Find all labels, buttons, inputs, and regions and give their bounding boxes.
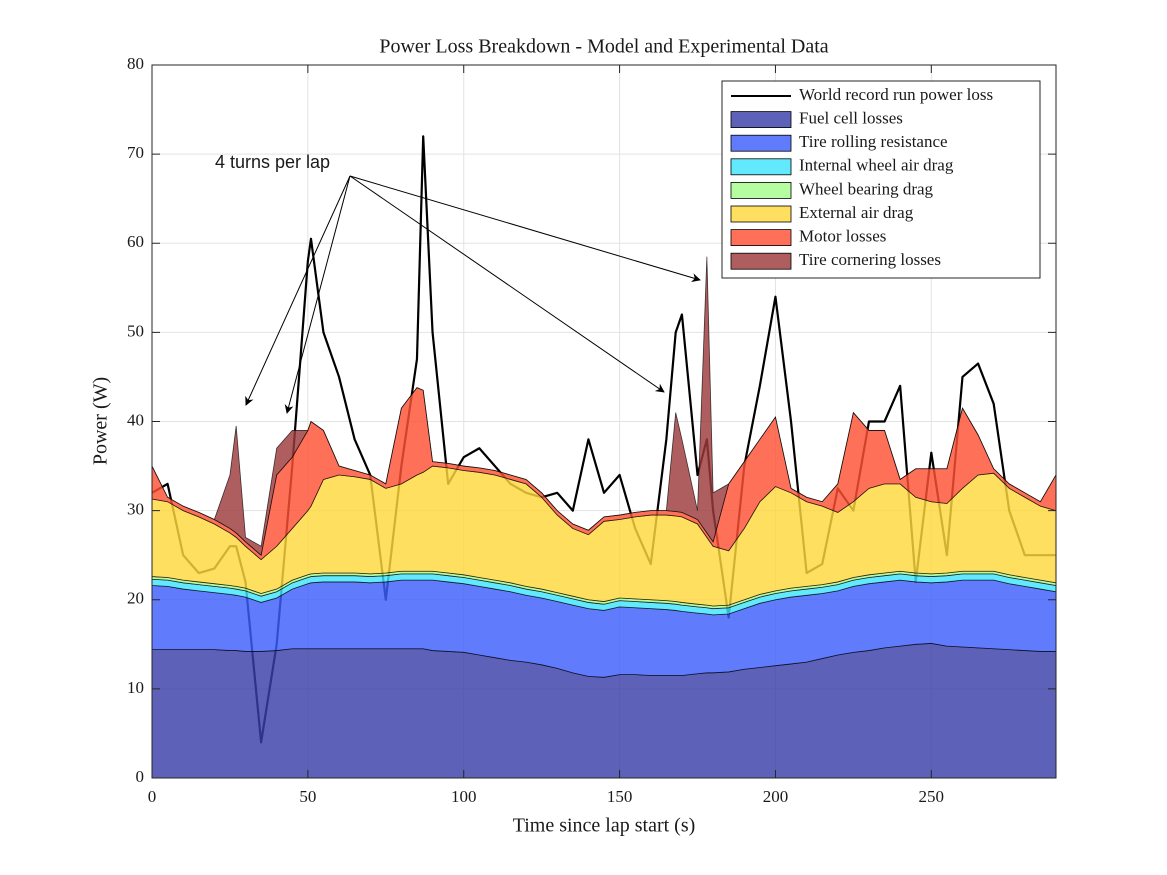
legend-swatch [730, 134, 792, 152]
legend-swatch [730, 181, 792, 199]
arrow [349, 175, 701, 283]
y-tick-label: 70 [127, 143, 144, 162]
x-tick-label: 100 [451, 787, 477, 806]
arrow [349, 175, 665, 393]
y-axis-label: Power (W) [90, 377, 112, 465]
x-axis-label: Time since lap start (s) [513, 815, 696, 837]
y-tick-label: 30 [127, 500, 144, 519]
legend-entry: Fuel cell losses [799, 109, 903, 128]
legend-entry: Wheel bearing drag [799, 179, 934, 198]
x-tick-label: 150 [607, 787, 633, 806]
legend-swatch [730, 252, 792, 270]
x-tick-label: 50 [299, 787, 316, 806]
legend-swatch [730, 111, 792, 128]
ticks: 0 50 100 150 200 250 0 10 20 30 40 50 60 70 80 [127, 54, 1056, 806]
x-tick-label: 200 [763, 787, 789, 806]
legend-swatch [730, 229, 792, 247]
y-tick-label: 20 [127, 589, 144, 608]
annotation: 4 turns per lap [215, 152, 330, 172]
y-tick-label: 0 [136, 767, 145, 786]
x-tick-label: 0 [148, 787, 157, 806]
arrow [284, 175, 351, 414]
y-tick-label: 40 [127, 410, 144, 429]
legend-entry: External air drag [799, 203, 914, 222]
plot [151, 135, 1057, 779]
annotation-arrows [245, 175, 701, 414]
legend-entry: Motor losses [799, 227, 886, 246]
chart-title: Power Loss Breakdown - Model and Experim… [379, 36, 828, 58]
x-tick-label: 250 [919, 787, 945, 806]
legend: World record run power loss Fuel cell los… [721, 80, 1041, 279]
y-tick-label: 10 [127, 678, 144, 697]
legend-swatch [730, 158, 792, 176]
legend-entry: Internal wheel air drag [799, 156, 954, 175]
legend-entry: Tire rolling resistance [799, 132, 948, 151]
y-tick-label: 60 [127, 232, 144, 251]
y-tick-label: 80 [127, 54, 144, 73]
legend-swatch [730, 205, 792, 223]
legend-entry: Tire cornering losses [799, 250, 941, 269]
y-tick-label: 50 [127, 321, 144, 340]
arrow [245, 175, 351, 406]
legend-entry: World record run power loss [799, 85, 993, 104]
